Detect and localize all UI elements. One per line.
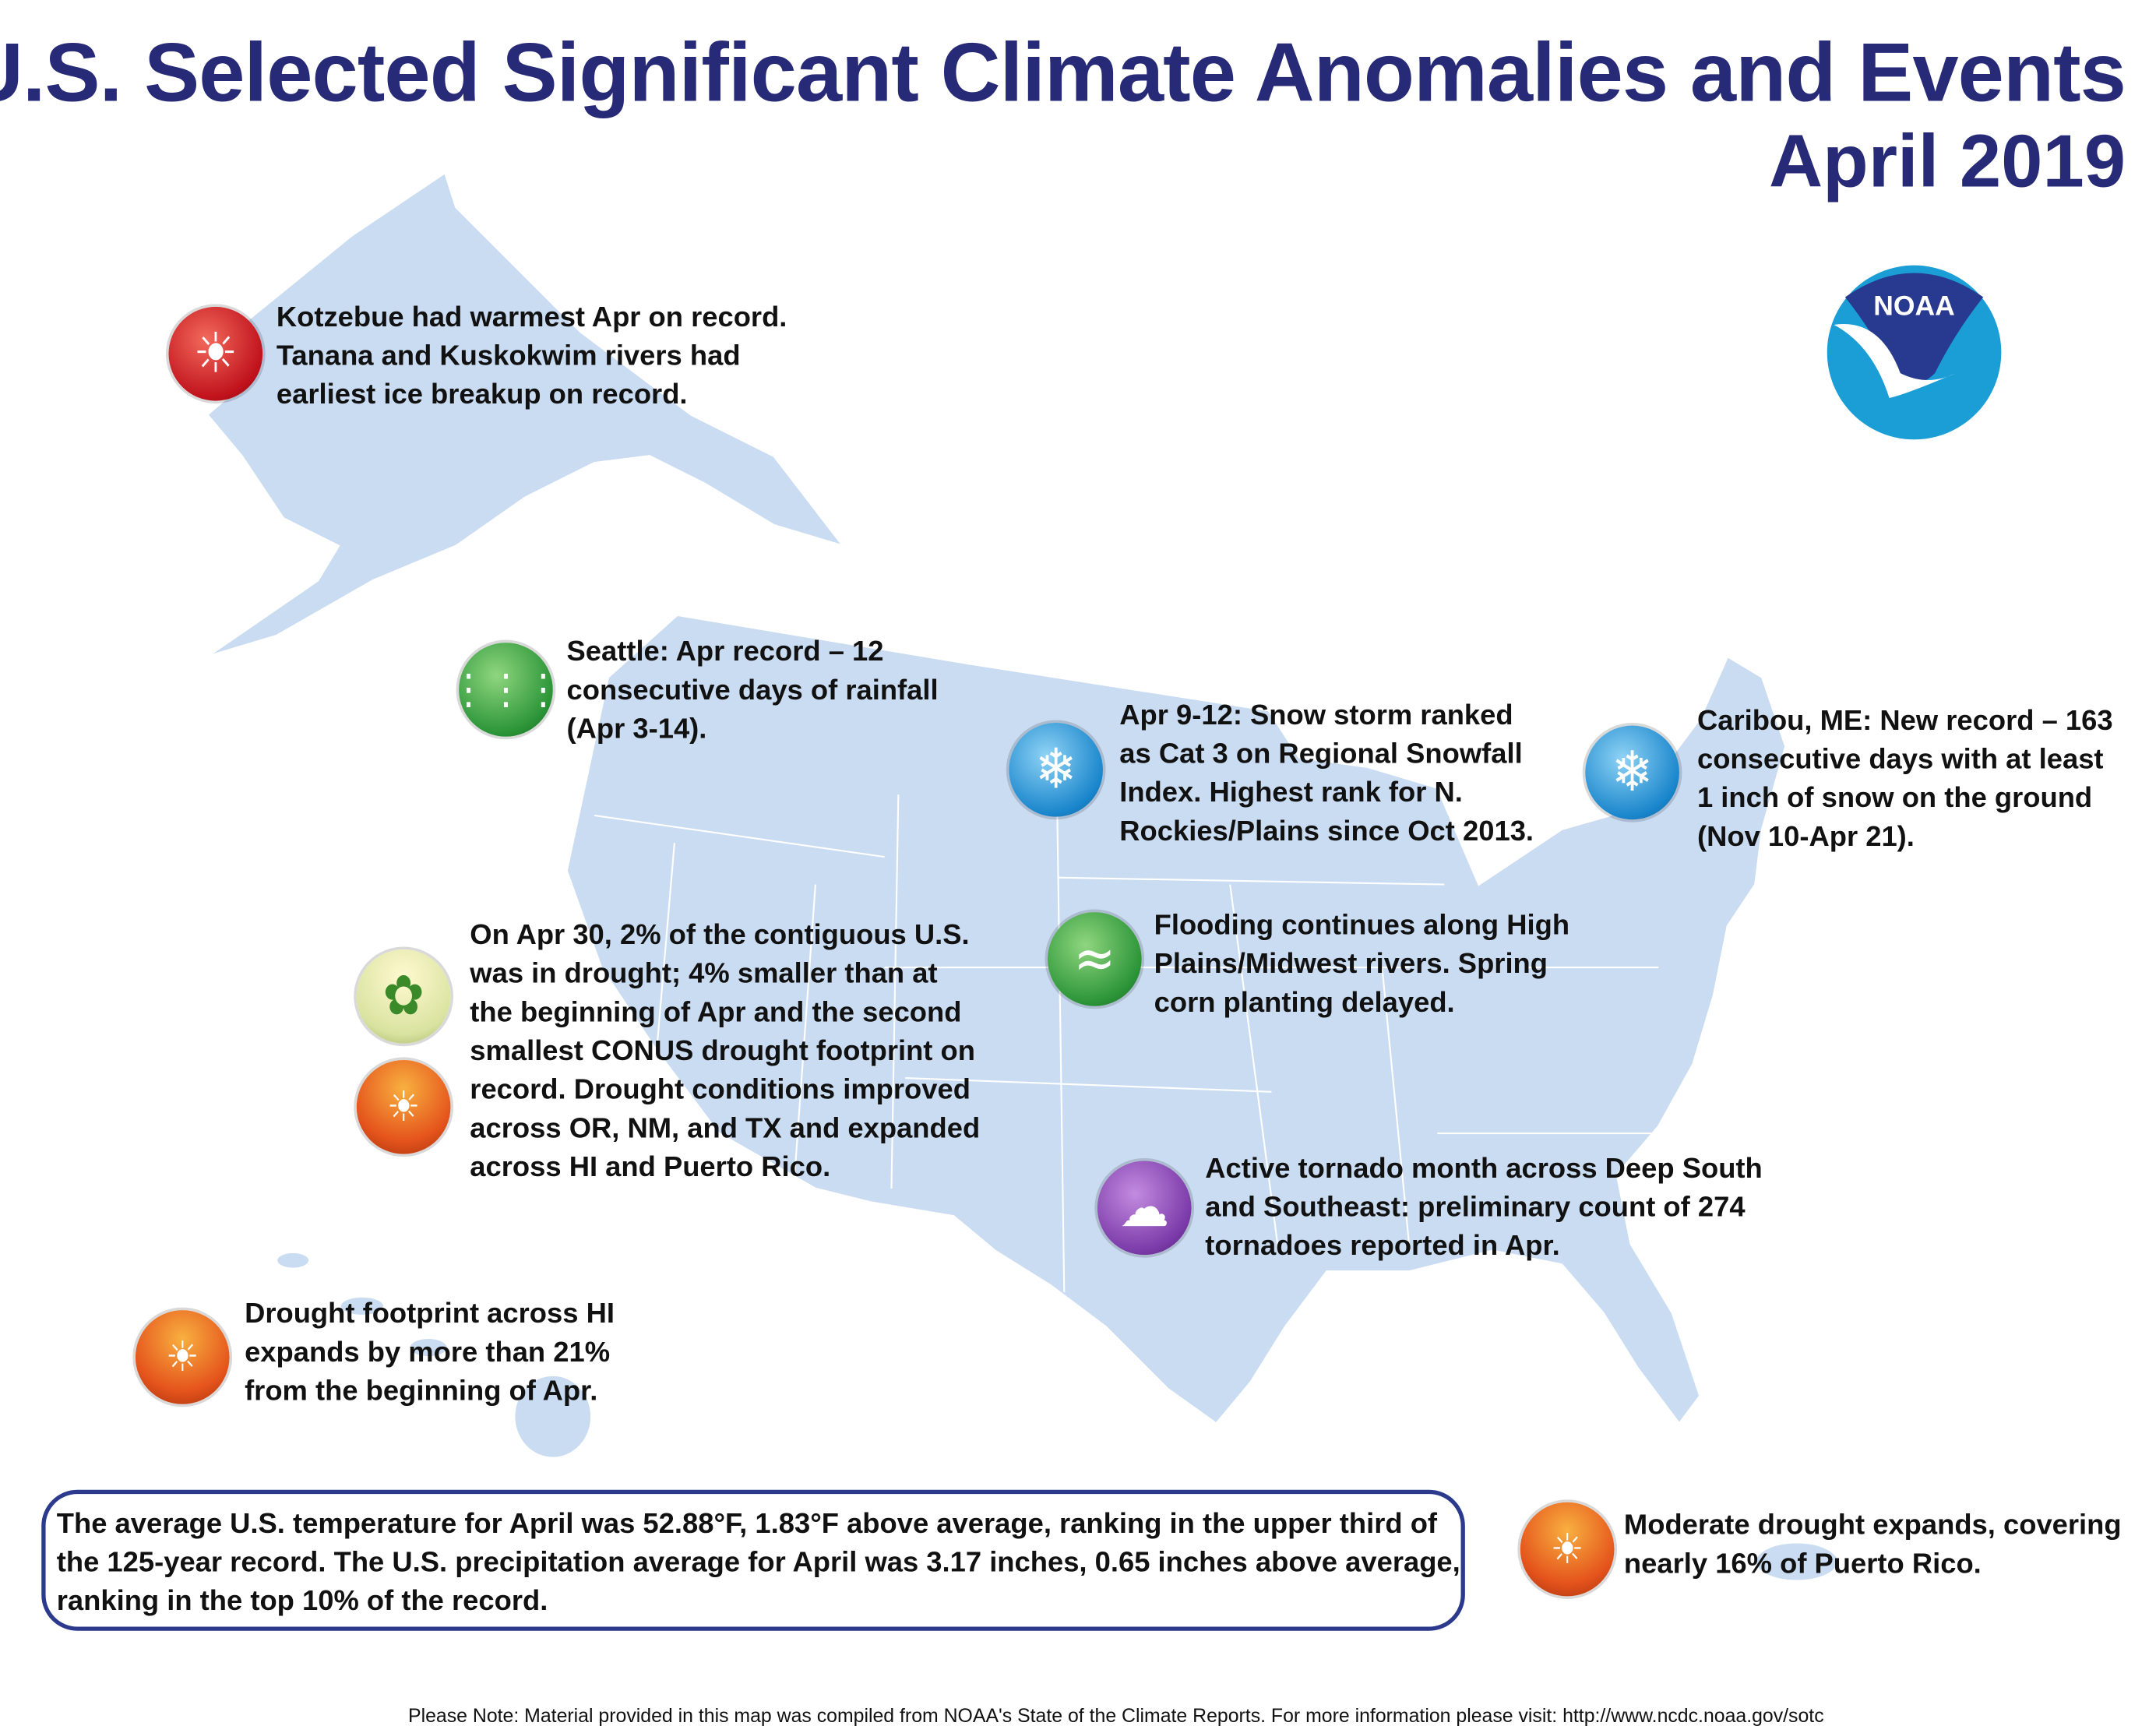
drought-improve-icon: ✿ [356,949,451,1044]
page-title: U.S. Selected Significant Climate Anomal… [0,26,2126,119]
hawaii-island [339,1295,386,1317]
page-subtitle: April 2019 [1768,120,2126,203]
annotation-puerto-rico-drought: Moderate drought expands, covering nearl… [1623,1509,2122,1580]
snowflake-icon: ❄ [1009,723,1103,817]
footer-note: Please Note: Material provided in this m… [408,1703,1824,1726]
puerto-rico-shape [1754,1541,1840,1583]
snowflake-icon: ❄ [1585,725,1679,820]
heat-thermometer-icon: ☀ [168,306,263,401]
svg-text:NOAA: NOAA [1873,291,1954,322]
annotation-tornado: Active tornado month across Deep South a… [1205,1152,1763,1263]
annotation-seattle: Seattle: Apr record – 12 consecutive day… [566,636,939,745]
hawaii-island [513,1374,593,1460]
drought-icon: ☀ [135,1310,230,1404]
alaska-shape [206,171,846,658]
drought-icon: ☀ [356,1059,451,1154]
noaa-logo: NOAA [1827,265,2002,440]
drought-icon: ☀ [1520,1502,1615,1597]
annotation-flooding: Flooding continues along High Plains/Mid… [1154,909,1570,1019]
national-summary-box: The average U.S. temperature for April w… [41,1489,1465,1631]
hawaii-island [407,1337,449,1358]
annotation-kotzebue: Kotzebue had warmest Apr on record. Tana… [276,301,787,410]
annotation-hawaii-drought: Drought footprint across HI expands by m… [245,1298,615,1407]
annotation-snowstorm: Apr 9-12: Snow storm ranked as Cat 3 on … [1119,699,1534,847]
annotation-conus-drought: On Apr 30, 2% of the contiguous U.S. was… [470,918,981,1183]
state-borders [594,794,1673,1293]
rain-icon: ⋮⋮⋮ [450,643,562,737]
annotation-caribou: Caribou, ME: New record – 163 consecutiv… [1696,704,2113,853]
conus-shape [565,614,1787,1425]
flood-icon: ≈ [1047,912,1142,1006]
tornado-icon: ☁ [1097,1161,1192,1256]
hawaii-island [275,1251,311,1270]
